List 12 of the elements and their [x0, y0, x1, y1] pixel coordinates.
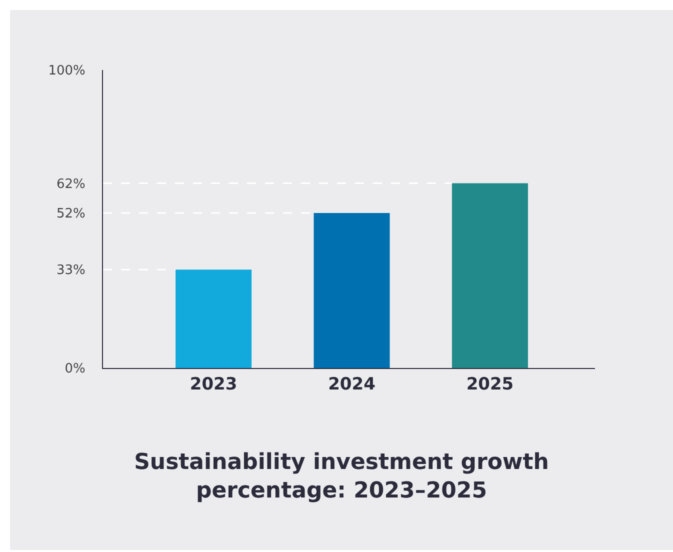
text: Sustainability investment growth percentage: 2023–2025: [134, 450, 549, 504]
y-tick-label: 62%: [56, 176, 86, 192]
y-tick-label: 33%: [56, 263, 86, 278]
bar: [452, 183, 528, 368]
y-tick-label: 100%: [48, 64, 86, 79]
x-tick-label: 2023: [190, 374, 238, 394]
bar: [314, 213, 390, 368]
x-tick-label: 2025: [466, 374, 514, 394]
bar: [176, 270, 252, 368]
y-tick-label: 0%: [64, 362, 86, 377]
y-tick-label: 52%: [56, 206, 86, 222]
x-tick-label: 2024: [328, 374, 376, 394]
